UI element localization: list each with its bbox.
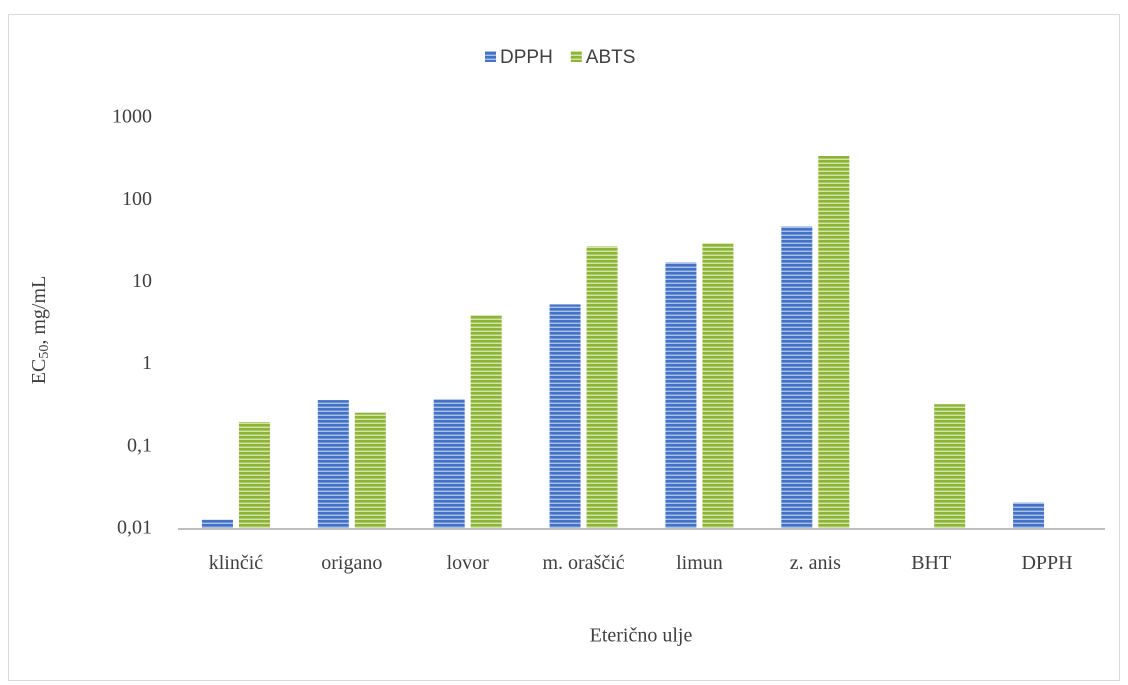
x-tick-label: lovor xyxy=(446,552,489,574)
x-tick-label: origano xyxy=(321,552,383,574)
y-tick-label: 1000 xyxy=(112,106,152,128)
bar xyxy=(354,412,386,529)
y-label-sub: 50 xyxy=(37,345,52,359)
x-tick-label: DPPH xyxy=(1021,552,1073,574)
bar xyxy=(702,243,734,529)
y-tick-label: 1 xyxy=(142,352,152,374)
y-tick-label: 0,01 xyxy=(117,517,152,539)
legend-swatch xyxy=(485,51,496,62)
frame xyxy=(8,14,1120,681)
bar xyxy=(470,315,502,529)
x-tick-label: limun xyxy=(676,552,723,574)
x-tick-label: BHT xyxy=(911,552,952,574)
y-tick-label: 0,1 xyxy=(127,434,152,456)
y-axis-label: EC50, mg/mL xyxy=(28,276,53,384)
bar xyxy=(665,262,697,529)
bar xyxy=(433,399,465,529)
bar xyxy=(586,246,618,529)
bar xyxy=(781,226,813,529)
bar xyxy=(818,155,850,529)
legend-label: DPPH xyxy=(500,47,553,68)
x-tick-label: z. anis xyxy=(789,552,841,574)
legend-label: ABTS xyxy=(586,47,636,68)
y-tick-label: 100 xyxy=(122,188,152,210)
bar xyxy=(934,404,966,529)
x-tick-label: m. oraščić xyxy=(542,552,625,574)
bar xyxy=(201,519,233,529)
bar xyxy=(1013,502,1045,529)
bar xyxy=(317,400,349,529)
y-tick-label: 10 xyxy=(132,270,152,292)
x-tick-label: klinčić xyxy=(208,552,264,574)
y-label-main: EC xyxy=(28,359,50,385)
legend-swatch xyxy=(570,51,582,62)
bar xyxy=(238,422,270,529)
y-label-unit: , mg/mL xyxy=(28,276,50,345)
bar xyxy=(549,304,581,529)
x-axis-label: Eterično ulje xyxy=(590,625,693,647)
